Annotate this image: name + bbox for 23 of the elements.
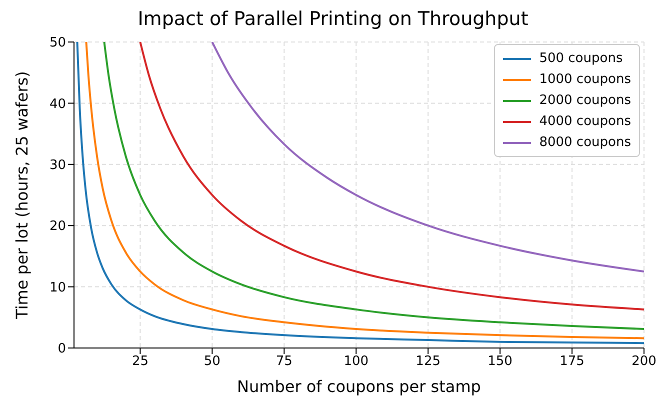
legend-label: 4000 coupons: [539, 114, 631, 129]
y-tick-label: 40: [49, 96, 66, 112]
legend-label: 500 coupons: [539, 51, 623, 66]
y-tick-label: 10: [49, 280, 66, 296]
x-tick-label: 75: [276, 354, 292, 370]
legend-label: 2000 coupons: [539, 93, 631, 108]
legend-label: 8000 coupons: [539, 135, 631, 150]
y-tick-label: 50: [49, 36, 66, 51]
x-axis-title: Number of coupons per stamp: [237, 377, 481, 396]
line-series: [211, 42, 644, 272]
y-axis-title: Time per lot (hours, 25 wafers): [12, 71, 32, 320]
x-tick-label: 200: [632, 354, 656, 370]
x-tick-label: 100: [344, 354, 369, 370]
y-tick-label: 20: [49, 219, 66, 234]
x-tick-label: 125: [416, 354, 441, 370]
chart-title: Impact of Parallel Printing on Throughput: [136, 8, 530, 32]
legend-label: 1000 coupons: [539, 72, 631, 87]
x-tick-label: 175: [560, 354, 584, 370]
x-tick-label: 50: [204, 354, 220, 370]
y-tick-label: 30: [49, 158, 66, 174]
x-tick-label: 25: [132, 354, 148, 370]
y-tick-label: 0: [58, 342, 66, 357]
x-tick-label: 150: [488, 354, 512, 370]
